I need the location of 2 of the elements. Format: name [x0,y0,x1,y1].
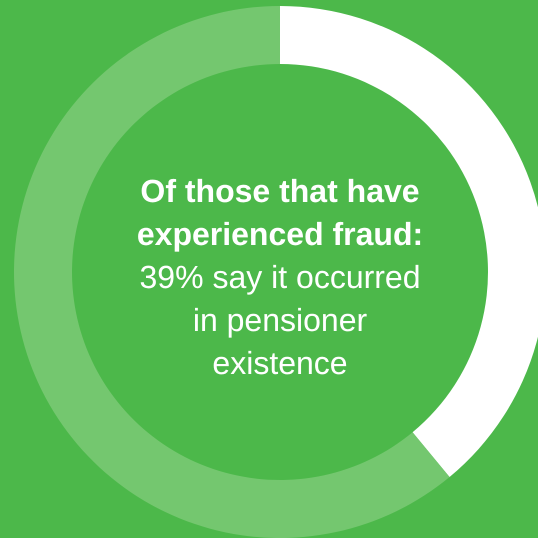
text: 39% say it occurred in pensioner existence [139,259,421,381]
text: Of those that have experienced fraud: [136,173,424,252]
